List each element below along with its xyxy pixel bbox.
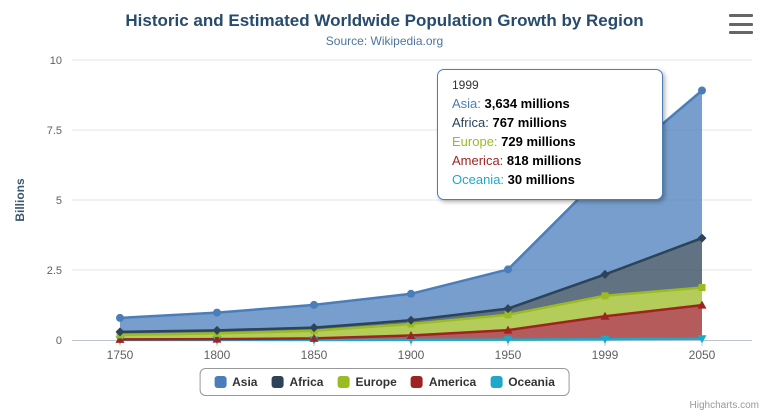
legend-item-oceania[interactable]: Oceania — [490, 375, 555, 389]
legend-swatch-europe — [337, 376, 350, 388]
marker-america-1800[interactable] — [212, 334, 222, 343]
x-axis-label: 1999 — [592, 348, 619, 362]
legend-item-africa[interactable]: Africa — [271, 375, 323, 389]
y-axis-label: 7.5 — [47, 125, 62, 137]
hamburger-icon — [729, 14, 753, 34]
chart-title: Historic and Estimated Worldwide Populat… — [125, 11, 644, 30]
legend-item-america[interactable]: America — [410, 375, 477, 389]
tooltip-series-name: America: — [452, 153, 507, 168]
legend-item-asia[interactable]: Asia — [214, 375, 257, 389]
y-axis-label: 5 — [56, 195, 62, 207]
y-axis-label: 2.5 — [47, 265, 62, 277]
marker-oceania-1950[interactable] — [503, 336, 513, 345]
y-axis-label: 0 — [56, 335, 62, 347]
tooltip-row-europe: Europe: 729 millions — [452, 134, 648, 149]
marker-africa-1750[interactable] — [115, 327, 125, 337]
marker-america-1850[interactable] — [309, 333, 319, 342]
legend-swatch-america — [410, 376, 423, 388]
marker-asia-1800[interactable] — [213, 308, 221, 317]
marker-america-1950[interactable] — [503, 325, 513, 334]
x-axis-label: 1750 — [107, 348, 134, 362]
legend: Asia Africa Europe America Oceania — [199, 368, 570, 396]
legend-swatch-asia — [214, 376, 227, 388]
legend-item-europe[interactable]: Europe — [337, 375, 397, 389]
y-axis-title: Billions — [13, 178, 27, 222]
marker-asia-1850[interactable] — [310, 300, 318, 309]
marker-america-1750[interactable] — [115, 334, 125, 343]
tooltip-series-name: Oceania: — [452, 172, 508, 187]
legend-label: Europe — [355, 375, 397, 389]
marker-asia-2050[interactable] — [698, 86, 706, 95]
series-area-africa[interactable] — [120, 238, 702, 335]
tooltip-header: 1999 — [452, 78, 479, 92]
tooltip-rows: Asia: 3,634 millions Africa: 767 millions… — [452, 96, 648, 187]
x-axis-label: 2050 — [689, 348, 716, 362]
chart-subtitle: Source: Wikipedia.org — [325, 34, 444, 48]
tooltip-row-asia: Asia: 3,634 millions — [452, 96, 648, 111]
marker-oceania-1999[interactable] — [600, 335, 610, 344]
tooltip: 1999 Asia: 3,634 millions Africa: 767 mil… — [437, 69, 663, 200]
legend-swatch-oceania — [490, 376, 503, 388]
marker-europe-1999[interactable] — [601, 292, 609, 300]
tooltip-series-name: Asia: — [452, 96, 485, 111]
marker-africa-1950[interactable] — [503, 304, 513, 314]
marker-america-1999[interactable] — [600, 311, 610, 320]
series-area-asia[interactable] — [120, 90, 702, 332]
legend-label: America — [428, 375, 477, 389]
tooltip-series-name: Africa: — [452, 115, 493, 130]
y-axis-label: 10 — [50, 55, 62, 67]
tooltip-series-name: Europe: — [452, 134, 502, 149]
marker-africa-1800[interactable] — [212, 325, 222, 335]
x-axis-label: 1850 — [301, 348, 328, 362]
tooltip-row-africa: Africa: 767 millions — [452, 115, 648, 130]
tooltip-row-oceania: Oceania: 30 millions — [452, 172, 648, 187]
marker-america-1900[interactable] — [406, 331, 416, 339]
marker-oceania-2050[interactable] — [697, 335, 707, 344]
marker-europe-2050[interactable] — [698, 284, 706, 291]
tooltip-series-value: 729 millions — [501, 134, 576, 149]
x-axis-label: 1800 — [204, 348, 231, 362]
legend-swatch-africa — [271, 376, 284, 388]
series-area-america[interactable] — [120, 305, 702, 340]
tooltip-series-value: 3,634 millions — [484, 96, 570, 111]
x-axis-label: 1900 — [398, 348, 425, 362]
credits-link[interactable]: Highcharts.com — [689, 400, 759, 411]
marker-africa-2050[interactable] — [697, 233, 707, 243]
marker-asia-1900[interactable] — [407, 289, 415, 298]
export-menu-button[interactable] — [727, 12, 755, 36]
marker-africa-1999[interactable] — [600, 269, 610, 279]
tooltip-series-value: 30 millions — [507, 172, 575, 187]
legend-label: Asia — [232, 375, 258, 389]
marker-africa-1900[interactable] — [406, 315, 416, 325]
tooltip-row-america: America: 818 millions — [452, 153, 648, 168]
marker-africa-1850[interactable] — [309, 323, 319, 333]
legend-label: Africa — [289, 375, 324, 389]
tooltip-series-value: 818 millions — [506, 153, 582, 168]
marker-america-2050[interactable] — [697, 300, 707, 309]
legend-label: Oceania — [508, 375, 555, 389]
marker-asia-1750[interactable] — [116, 313, 124, 322]
tooltip-series-value: 767 millions — [492, 115, 567, 130]
x-axis-label: 1950 — [495, 348, 522, 362]
marker-asia-1950[interactable] — [504, 265, 512, 274]
marker-europe-1950[interactable] — [504, 311, 512, 319]
